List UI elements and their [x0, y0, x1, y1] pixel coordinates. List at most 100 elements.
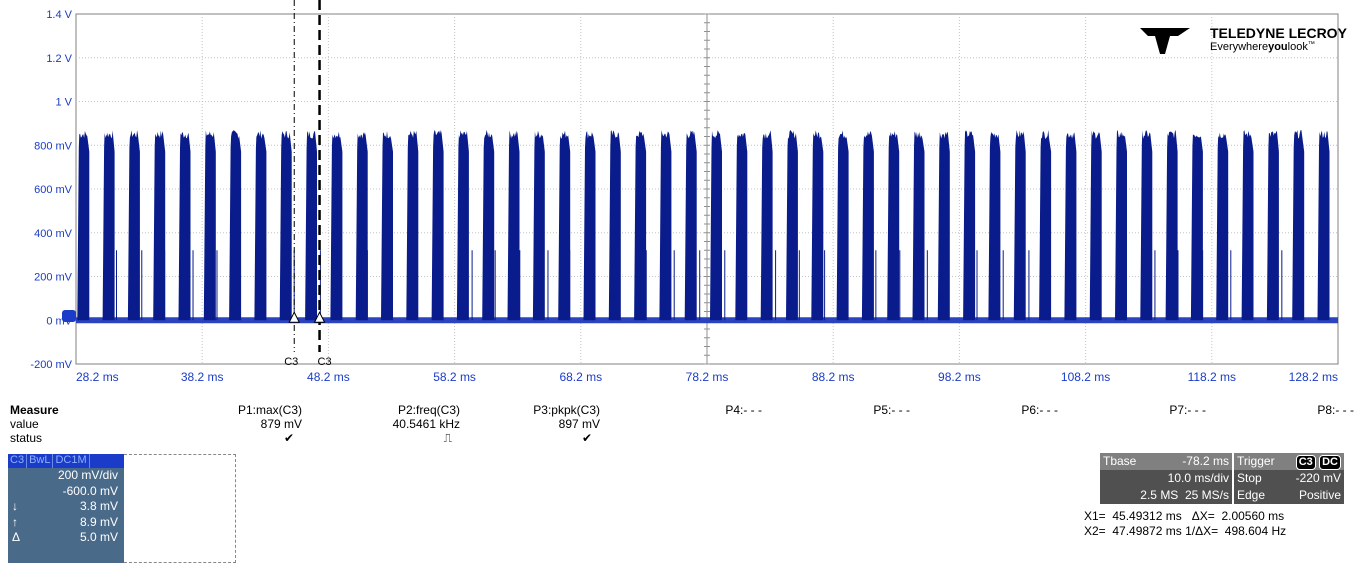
sample-count: 2.5 MS: [1140, 488, 1179, 502]
burst: [330, 131, 343, 321]
param-name[interactable]: P7:- - -: [1169, 403, 1206, 417]
burst: [1064, 132, 1077, 321]
burst: [532, 130, 545, 321]
x-tick-label: 68.2 ms: [559, 370, 602, 384]
x-tick-label: 118.2 ms: [1188, 370, 1236, 384]
burst: [659, 130, 672, 321]
burst: [406, 130, 419, 321]
bandwidth-limit-tag: BwL: [27, 454, 54, 468]
trigger-header: Trigger C3 DC: [1234, 453, 1344, 470]
burst: [102, 130, 115, 321]
y-tick-label: 800 mV: [34, 140, 73, 152]
measure-header[interactable]: Measure: [10, 403, 59, 417]
x-tick-label: 88.2 ms: [812, 370, 855, 384]
param-name[interactable]: P3:pkpk(C3): [533, 403, 600, 417]
trigger-channel: C3: [1295, 455, 1316, 470]
burst: [431, 130, 444, 321]
x-tick-label: 98.2 ms: [938, 370, 981, 384]
logo-tagline: Everywhereyoulook™: [1210, 41, 1315, 53]
cursor-marker-icon[interactable]: [313, 311, 326, 323]
burst: [381, 131, 393, 321]
sample-rate: 25 MS/s: [1184, 488, 1229, 502]
burst: [355, 132, 368, 321]
value-row-label: value: [10, 417, 39, 431]
param-name[interactable]: P6:- - -: [1021, 403, 1058, 417]
burst: [1317, 130, 1330, 321]
burst: [153, 130, 166, 321]
burst: [735, 132, 748, 321]
param-name[interactable]: P8:- - -: [1317, 403, 1354, 417]
burst: [963, 130, 976, 321]
burst: [1190, 134, 1203, 321]
burst: [634, 130, 647, 321]
up-arrow-icon: ↑: [12, 514, 18, 529]
burst: [178, 132, 191, 321]
burst: [836, 130, 849, 321]
timebase-trigger-descriptor[interactable]: Tbase -78.2 ms Trigger C3 DC 10.0 ms/div…: [1100, 453, 1344, 505]
x-tick-label: 48.2 ms: [307, 370, 350, 384]
y-tick-label: 400 mV: [34, 228, 73, 240]
y-tick-label: 1.4 V: [46, 9, 72, 21]
burst: [456, 130, 469, 321]
param-name[interactable]: P2:freq(C3): [397, 403, 460, 417]
trigger-mode-row: Stop -220 mV: [1234, 470, 1344, 487]
burst: [937, 131, 950, 321]
burst: [1013, 130, 1026, 321]
x-tick-label: 128.2 ms: [1289, 370, 1338, 384]
param-name[interactable]: P1:max(C3): [237, 403, 302, 417]
y-tick-label: 1.2 V: [46, 53, 72, 65]
trigger-mode: Stop: [1237, 471, 1262, 485]
channel-tag: C3: [8, 454, 28, 468]
param-name[interactable]: P5:- - -: [873, 403, 910, 417]
burst: [608, 130, 621, 321]
burst: [1241, 130, 1254, 321]
burst: [254, 130, 267, 321]
cursor-label: C3: [284, 356, 298, 368]
burst: [1039, 129, 1052, 321]
sample-info: 2.5 MS 25 MS/s: [1100, 487, 1232, 504]
burst: [558, 130, 571, 321]
cursor-x1: X1= 45.49312 ms: [1084, 509, 1182, 523]
burst: [1216, 132, 1229, 321]
timebase-header: Tbase -78.2 ms: [1100, 453, 1232, 470]
param-status-icon: ⎍: [443, 431, 452, 445]
status-row-label: status: [10, 431, 43, 445]
cursor-label: C3: [318, 356, 332, 368]
burst: [507, 130, 520, 321]
time-per-div: 10.0 ms/div: [1100, 470, 1232, 487]
time-cursors[interactable]: C3 C3: [284, 0, 332, 368]
channel-c3-descriptor[interactable]: C3 BwL DC1M 200 mV/div -600.0 mV ↓ 3.8 mV…: [8, 454, 124, 563]
timebase-delay: -78.2 ms: [1182, 454, 1229, 468]
burst: [1165, 130, 1178, 321]
coupling-tag: DC1M: [53, 454, 90, 468]
param-status-icon: ✔: [581, 431, 592, 445]
burst: [684, 130, 697, 321]
channel-ground-marker[interactable]: [62, 310, 76, 322]
burst: [887, 131, 900, 321]
trace-baseline: [76, 317, 1338, 324]
trace-c3: [76, 129, 1338, 324]
burst: [912, 131, 925, 321]
down-arrow-icon: ↓: [12, 499, 18, 513]
param-value: 879 mV: [260, 417, 302, 431]
burst: [77, 131, 90, 321]
logo-brand: TELEDYNE LECROY: [1210, 25, 1348, 41]
cursor-marker-icon[interactable]: [288, 311, 301, 323]
x-tick-label: 58.2 ms: [433, 370, 476, 384]
y-tick-label: 600 mV: [34, 184, 73, 196]
x-tick-label: 108.2 ms: [1061, 370, 1110, 384]
delta-voltage: 5.0 mV: [79, 530, 118, 544]
burst: [1292, 130, 1305, 321]
param-name[interactable]: P4:- - -: [725, 403, 762, 417]
x-tick-label: 38.2 ms: [181, 370, 224, 384]
x-tick-label: 78.2 ms: [686, 370, 729, 384]
cursor2-voltage: 8.9 mV: [79, 514, 118, 529]
cursor-readout: X1= 45.49312 ms ΔX= 2.00560 ms X2= 47.49…: [1084, 509, 1286, 539]
burst: [861, 130, 874, 321]
burst: [811, 130, 824, 321]
delta-icon: Δ: [12, 530, 21, 544]
cursor1-voltage: 3.8 mV: [79, 499, 118, 513]
param-value: 40.5461 kHz: [392, 417, 460, 431]
